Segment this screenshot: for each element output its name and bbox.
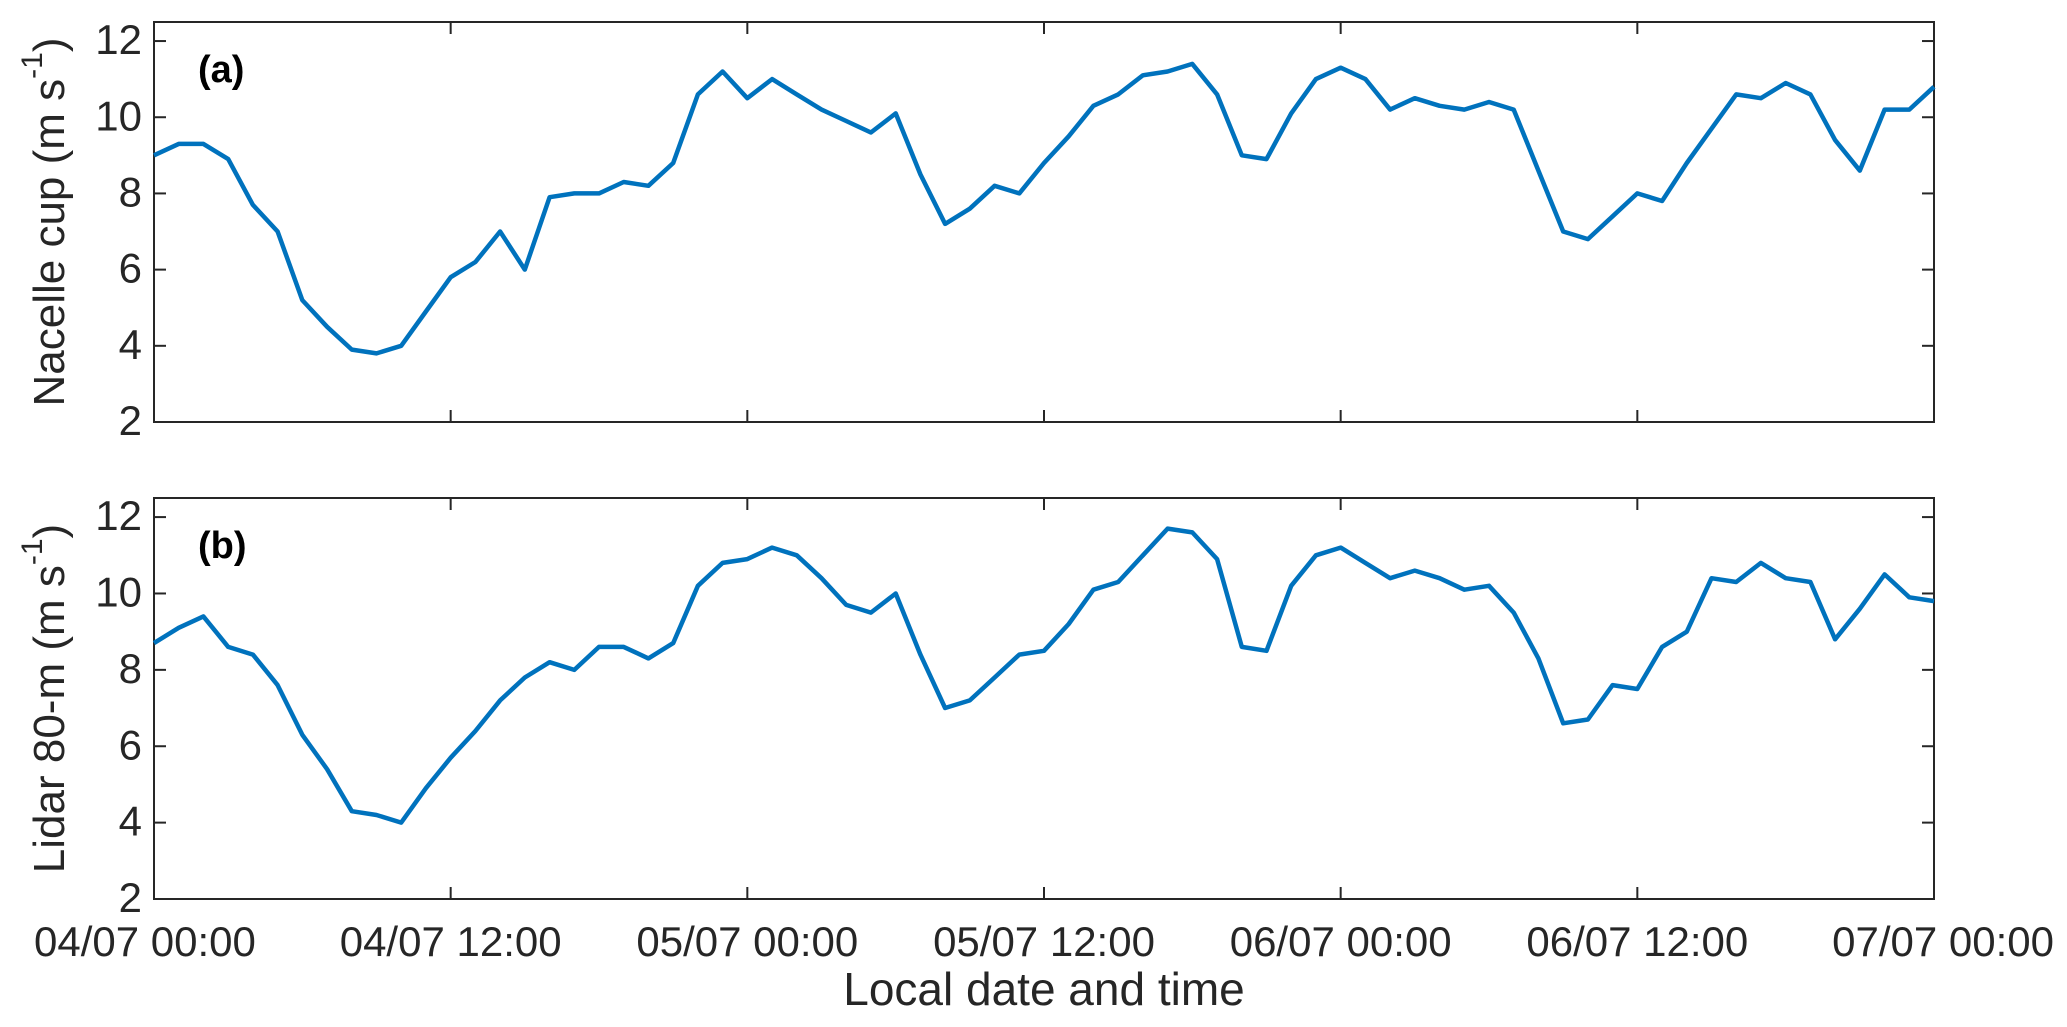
x-tick-label: 04/07 12:00	[340, 918, 562, 965]
y-tick-label: 2	[119, 874, 142, 921]
y-axis-label-sup: -1	[16, 538, 49, 565]
y-tick-label: 12	[95, 492, 142, 539]
y-axis-label-sup: -1	[16, 52, 49, 79]
y-tick-label: 4	[119, 798, 142, 845]
x-tick-label: 05/07 00:00	[636, 918, 858, 965]
data-line	[153, 61, 1936, 356]
y-axis-label: Nacelle cup (m s-1)	[16, 37, 74, 406]
panel: 2 4 6 8 10 12 04/07 00:00 04/07 12:00 05/07 00:0…	[16, 492, 2054, 1015]
y-tick-label: 6	[119, 245, 142, 292]
plot-frame	[153, 21, 1935, 423]
y-tick-label: 6	[119, 721, 142, 768]
panel-label: (b)	[198, 525, 247, 567]
plot-frame	[153, 497, 1935, 900]
x-tick-label: 07/07 00:00	[1832, 918, 2054, 965]
y-axis-label-text: Nacelle cup (m s	[25, 79, 74, 407]
x-axis-label: Local date and time	[843, 963, 1245, 1015]
y-axis-label: Lidar 80-m (m s-1)	[16, 524, 74, 873]
x-tick-label: 06/07 00:00	[1230, 918, 1452, 965]
panel-label: (a)	[198, 49, 244, 91]
x-tick-label: 05/07 12:00	[933, 918, 1155, 965]
y-tick-label: 2	[119, 397, 142, 444]
panel: 2 4 6 8 10 12 (a) Nacelle cup (m s-1)	[16, 16, 1936, 444]
y-tick-label: 10	[95, 92, 142, 139]
data-line	[152, 526, 1935, 825]
y-tick-label: 8	[119, 169, 142, 216]
y-axis-label-tail: )	[25, 37, 74, 52]
x-tick-label: 06/07 12:00	[1526, 918, 1748, 965]
y-axis-label-text: Lidar 80-m (m s	[25, 565, 74, 873]
y-axis-label-tail: )	[25, 524, 74, 539]
y-tick-label: 8	[119, 645, 142, 692]
x-tick-label: 04/07 00:00	[34, 918, 256, 965]
y-tick-label: 12	[95, 16, 142, 63]
y-tick-label: 10	[95, 569, 142, 616]
y-tick-label: 4	[119, 321, 142, 368]
